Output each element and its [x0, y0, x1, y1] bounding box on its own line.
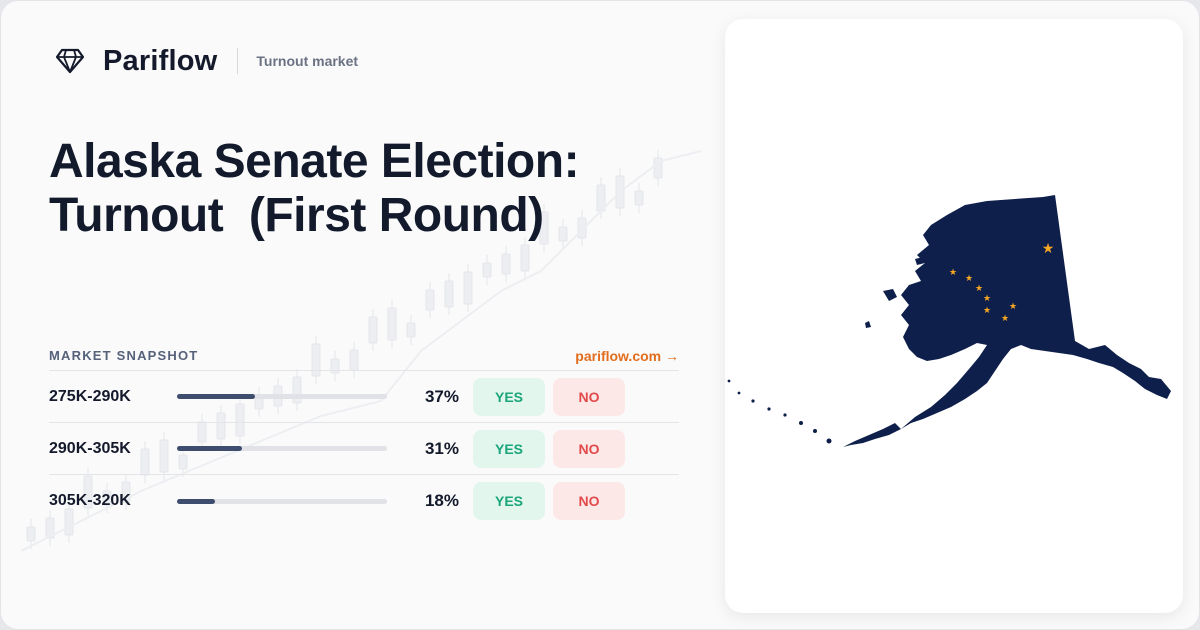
dipper-star-icon: ★ — [975, 284, 983, 294]
bg-candle — [102, 490, 112, 506]
dipper-star-icon: ★ — [965, 274, 973, 284]
probability-percent: 18% — [424, 491, 459, 510]
brand-tagline: Turnout market — [256, 53, 359, 69]
north-star-icon: ★ — [1042, 241, 1055, 257]
flag-stars: ★★★★★ ★★★ — [949, 241, 1054, 324]
diamond-icon — [53, 44, 87, 78]
bg-candle — [330, 358, 340, 374]
background-candlestick-chart — [20, 150, 702, 552]
probability-bar — [177, 394, 387, 399]
map-panel: ★ ★ ★ ★ ★ ★ ★ ★ — [725, 19, 1183, 613]
probability-bar-fill — [177, 446, 243, 451]
dipper-star-icon: ★ — [949, 268, 957, 278]
probability-bar-fill — [177, 498, 215, 504]
probability-percent: 37% — [424, 386, 459, 406]
probability-bar — [177, 498, 387, 504]
dipper-star-icon: ★ — [1009, 302, 1017, 312]
snapshot-heading: MARKET SNAPSHOT — [49, 348, 199, 363]
no-button[interactable]: NO — [553, 377, 625, 416]
bg-candle — [159, 439, 169, 473]
alaska-flag-map: ★★★★★ ★★★ — [727, 195, 1171, 447]
bg-candle — [482, 262, 492, 278]
bg-candle — [425, 289, 435, 311]
market-row: 290K-305K 31% YES NO — [49, 423, 679, 475]
bg-candle — [83, 475, 93, 509]
brand-header: Pariflow Turnout market — [53, 43, 358, 79]
yes-button[interactable]: YES — [473, 377, 545, 416]
bg-candle — [634, 190, 644, 206]
bg-candle — [539, 211, 549, 245]
market-snapshot: MARKET SNAPSHOT pariflow.com → 275K-290K… — [49, 341, 679, 527]
market-row: 305K-320K 18% YES NO — [49, 475, 679, 527]
bg-candle — [368, 316, 378, 344]
bg-candle — [653, 157, 663, 179]
range-label: 290K-305K — [49, 439, 131, 457]
bg-candle — [140, 448, 150, 476]
bg-candle — [387, 307, 397, 341]
page-title: Alaska Senate Election: Turnout (First R… — [49, 135, 689, 243]
market-row: 275K-290K 37% YES NO — [49, 371, 679, 423]
no-button[interactable]: NO — [553, 482, 625, 520]
bg-candle — [45, 517, 55, 539]
alaska-map-shape — [727, 195, 1171, 447]
probability-bar — [177, 446, 387, 451]
no-button[interactable]: NO — [553, 429, 625, 468]
snapshot-header: MARKET SNAPSHOT pariflow.com → — [49, 341, 679, 371]
pariflow-link[interactable]: pariflow.com → — [575, 347, 679, 364]
title-line-2: Turnout (First Round) — [49, 189, 544, 242]
bg-candle — [216, 412, 226, 440]
bg-candle — [311, 343, 321, 377]
bg-candle — [444, 280, 454, 308]
bg-candle — [558, 226, 568, 242]
title-line-1: Alaska Senate Election: — [49, 135, 580, 188]
range-label: 305K-320K — [49, 492, 131, 509]
bg-candle — [235, 403, 245, 437]
probability-bar-fill — [177, 394, 255, 399]
brand-name[interactable]: Pariflow — [103, 44, 218, 77]
brand-divider — [237, 48, 239, 74]
bg-candle — [463, 271, 473, 305]
range-label: 275K-290K — [49, 387, 131, 405]
yes-button[interactable]: YES — [473, 482, 545, 520]
dipper-star-icon: ★ — [983, 306, 991, 316]
bg-candle — [501, 253, 511, 275]
bg-candle — [406, 322, 416, 338]
bg-candle — [178, 454, 188, 470]
dipper-star-icon: ★ — [983, 294, 991, 304]
dipper-star-icon: ★ — [1001, 314, 1009, 324]
bg-candle — [26, 526, 36, 542]
bg-candle — [520, 244, 530, 272]
probability-percent: 31% — [424, 438, 459, 458]
yes-button[interactable]: YES — [473, 429, 545, 468]
